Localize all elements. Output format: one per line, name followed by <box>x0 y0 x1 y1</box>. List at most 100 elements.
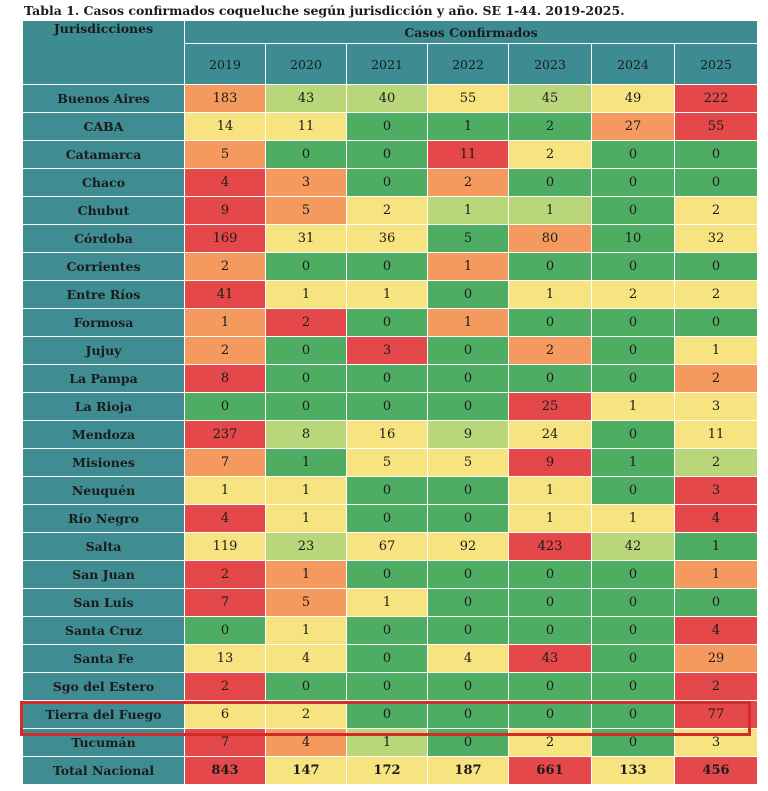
case-count-cell: 0 <box>265 336 347 365</box>
case-count-cell: 9 <box>427 420 509 449</box>
jurisdiction-name: Salta <box>22 532 185 561</box>
case-count-cell: 55 <box>674 112 758 141</box>
case-count-cell: 2 <box>184 252 266 281</box>
case-count-cell: 0 <box>591 364 675 393</box>
case-count-cell: 0 <box>346 644 428 673</box>
case-count-cell: 5 <box>427 224 509 253</box>
case-count-cell: 7 <box>184 728 266 757</box>
case-count-cell: 1 <box>427 252 509 281</box>
case-count-cell: 0 <box>427 728 509 757</box>
case-count-cell: 183 <box>184 84 266 113</box>
case-count-cell: 0 <box>265 364 347 393</box>
case-count-cell: 2 <box>184 672 266 701</box>
jurisdiction-name: Sgo del Estero <box>22 672 185 701</box>
case-count-cell: 0 <box>427 280 509 309</box>
case-count-cell: 2 <box>184 560 266 589</box>
case-count-cell: 0 <box>265 392 347 421</box>
case-count-cell: 222 <box>674 84 758 113</box>
jurisdiction-name: San Luis <box>22 588 185 617</box>
case-count-cell: 3 <box>674 392 758 421</box>
confirmed-cases-header: Casos Confirmados <box>184 20 758 44</box>
table-row: Salta 119 23 67 92 423 42 1 <box>22 532 758 561</box>
case-count-cell: 0 <box>591 476 675 505</box>
case-count-cell: 0 <box>508 700 592 729</box>
case-count-cell: 2 <box>508 140 592 169</box>
case-count-cell: 2 <box>674 196 758 225</box>
case-count-cell: 9 <box>508 448 592 477</box>
jurisdiction-name: San Juan <box>22 560 185 589</box>
case-count-cell: 0 <box>591 560 675 589</box>
table-row: Santa Cruz 0 1 0 0 0 0 4 <box>22 616 758 645</box>
case-count-cell: 2 <box>508 728 592 757</box>
case-count-cell: 0 <box>508 252 592 281</box>
case-count-cell: 0 <box>508 588 592 617</box>
case-count-cell: 1 <box>346 728 428 757</box>
jurisdiction-name: Buenos Aires <box>22 84 185 113</box>
case-count-cell: 0 <box>591 672 675 701</box>
case-count-cell: 3 <box>674 728 758 757</box>
table-row: Sgo del Estero 2 0 0 0 0 0 2 <box>22 672 758 701</box>
case-count-cell: 2 <box>265 308 347 337</box>
case-count-cell: 2 <box>674 448 758 477</box>
table-row: Mendoza 237 8 16 9 24 0 11 <box>22 420 758 449</box>
case-count-cell: 77 <box>674 700 758 729</box>
table-row: La Pampa 8 0 0 0 0 0 2 <box>22 364 758 393</box>
case-count-cell: 843 <box>184 756 266 785</box>
table-row: Buenos Aires 183 43 40 55 45 49 222 <box>22 84 758 113</box>
table-row: Río Negro 4 1 0 0 1 1 4 <box>22 504 758 533</box>
case-count-cell: 11 <box>674 420 758 449</box>
year-header-2024: 2024 <box>591 43 675 85</box>
jurisdiction-name: Mendoza <box>22 420 185 449</box>
case-count-cell: 0 <box>591 336 675 365</box>
year-header-row: 2019 2020 2021 2022 2023 2024 2025 <box>23 43 758 85</box>
table-row: Entre Ríos 41 1 1 0 1 2 2 <box>22 280 758 309</box>
case-count-cell: 2 <box>184 336 266 365</box>
case-count-cell: 1 <box>508 476 592 505</box>
case-count-cell: 7 <box>184 588 266 617</box>
case-count-cell: 0 <box>508 168 592 197</box>
case-count-cell: 1 <box>674 560 758 589</box>
table-row: Chubut 9 5 2 1 1 0 2 <box>22 196 758 225</box>
jurisdiction-name: La Rioja <box>22 392 185 421</box>
total-row: Total Nacional 843 147 172 187 661 133 456 <box>22 756 758 785</box>
case-count-cell: 0 <box>591 616 675 645</box>
case-count-cell: 119 <box>184 532 266 561</box>
case-count-cell: 0 <box>591 168 675 197</box>
case-count-cell: 1 <box>265 616 347 645</box>
case-count-cell: 11 <box>265 112 347 141</box>
case-count-cell: 0 <box>674 252 758 281</box>
case-count-cell: 0 <box>674 588 758 617</box>
case-count-cell: 0 <box>591 700 675 729</box>
table-row: Jujuy 2 0 3 0 2 0 1 <box>22 336 758 365</box>
table-row: Formosa 1 2 0 1 0 0 0 <box>22 308 758 337</box>
case-count-cell: 23 <box>265 532 347 561</box>
case-count-cell: 9 <box>184 196 266 225</box>
table-row: CABA 14 11 0 1 2 27 55 <box>22 112 758 141</box>
case-count-cell: 42 <box>591 532 675 561</box>
jurisdiction-name: CABA <box>22 112 185 141</box>
case-count-cell: 133 <box>591 756 675 785</box>
case-count-cell: 6 <box>184 700 266 729</box>
case-count-cell: 0 <box>591 196 675 225</box>
jurisdiction-name: La Pampa <box>22 364 185 393</box>
case-count-cell: 5 <box>346 448 428 477</box>
case-count-cell: 40 <box>346 84 428 113</box>
case-count-cell: 0 <box>427 476 509 505</box>
case-count-cell: 4 <box>184 504 266 533</box>
case-count-cell: 1 <box>674 336 758 365</box>
case-count-cell: 32 <box>674 224 758 253</box>
case-count-cell: 41 <box>184 280 266 309</box>
case-count-cell: 0 <box>427 392 509 421</box>
jurisdiction-name: Neuquén <box>22 476 185 505</box>
jurisdiction-name: Santa Fe <box>22 644 185 673</box>
case-count-cell: 0 <box>427 588 509 617</box>
case-count-cell: 2 <box>674 280 758 309</box>
case-count-cell: 45 <box>508 84 592 113</box>
case-count-cell: 0 <box>674 140 758 169</box>
case-count-cell: 0 <box>591 140 675 169</box>
case-count-cell: 0 <box>508 364 592 393</box>
case-count-cell: 0 <box>265 672 347 701</box>
case-count-cell: 10 <box>591 224 675 253</box>
case-count-cell: 3 <box>674 476 758 505</box>
case-count-cell: 0 <box>346 168 428 197</box>
